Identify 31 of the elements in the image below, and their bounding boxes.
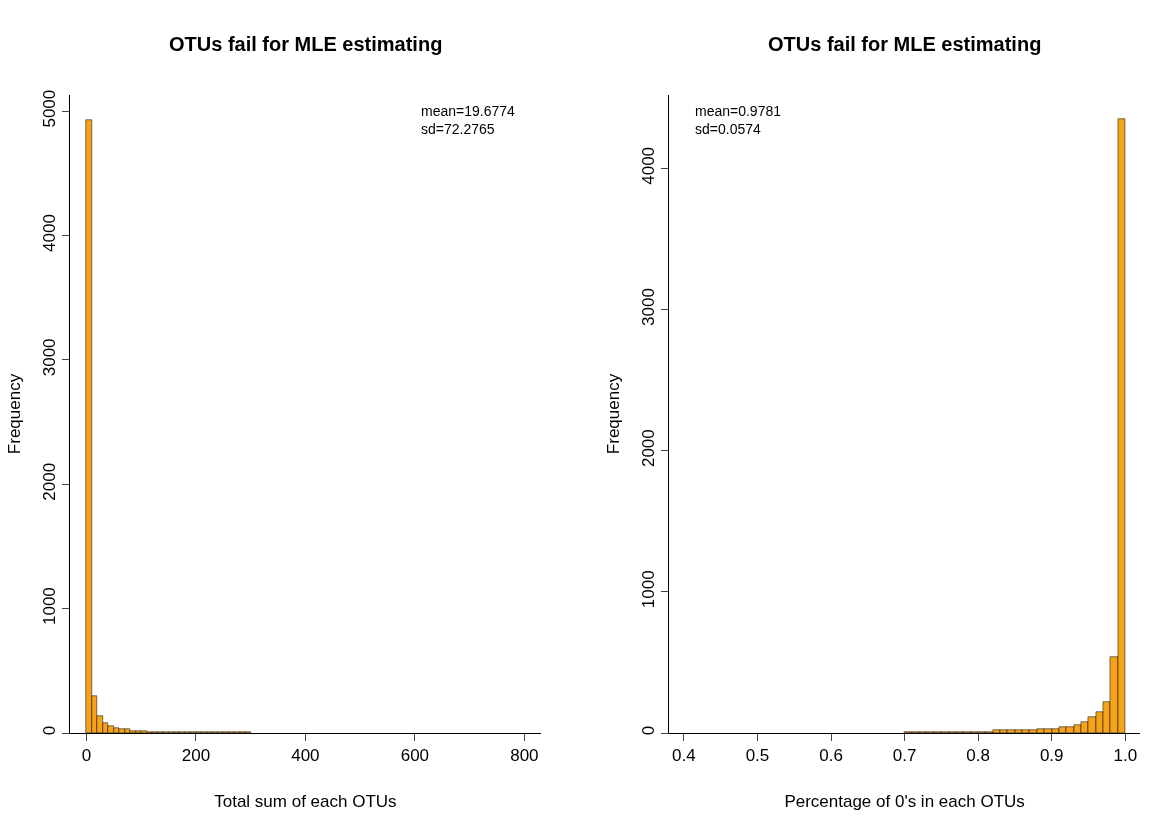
x-tick-label: 1.0: [1113, 746, 1138, 766]
x-tick-label: 400: [291, 746, 320, 766]
y-tick-label: 3000: [40, 338, 60, 377]
chart-title: OTUs fail for MLE estimating: [169, 33, 443, 55]
x-tick-label: 0.6: [819, 746, 843, 766]
y-tick-label: 1000: [639, 570, 659, 609]
chart-title: OTUs fail for MLE estimating: [768, 33, 1042, 55]
y-tick-label: 0: [639, 725, 659, 736]
y-tick-label: 3000: [639, 288, 659, 326]
y-tick-label: 0: [40, 725, 60, 736]
annotation: mean=19.6774 sd=72.2765: [421, 103, 516, 138]
y-axis-title: Frequency: [603, 373, 623, 455]
y-tick-label: 2000: [639, 429, 659, 468]
x-tick-label: 0.8: [966, 746, 990, 766]
y-tick-label: 1000: [40, 587, 60, 625]
x-tick-label: 0: [81, 746, 92, 766]
y-axis-title: Frequency: [4, 373, 24, 455]
x-tick-label: 0.5: [745, 746, 770, 766]
x-tick-label: 600: [400, 746, 430, 766]
x-tick-label: 200: [181, 746, 211, 766]
x-tick-label: 800: [510, 746, 539, 766]
y-tick-label: 5000: [40, 89, 60, 128]
x-tick-label: 0.9: [1039, 746, 1064, 766]
y-tick-label: 4000: [40, 214, 60, 252]
annotation: mean=0.9781 sd=0.0574: [695, 103, 782, 138]
x-axis-title: Total sum of each OTUs: [214, 791, 397, 811]
y-tick-label: 2000: [40, 462, 60, 501]
x-tick-label: 0.4: [672, 746, 696, 766]
x-axis-title: Percentage of 0's in each OTUs: [784, 791, 1025, 811]
x-tick-label: 0.7: [892, 746, 917, 766]
y-tick-label: 4000: [639, 146, 659, 185]
